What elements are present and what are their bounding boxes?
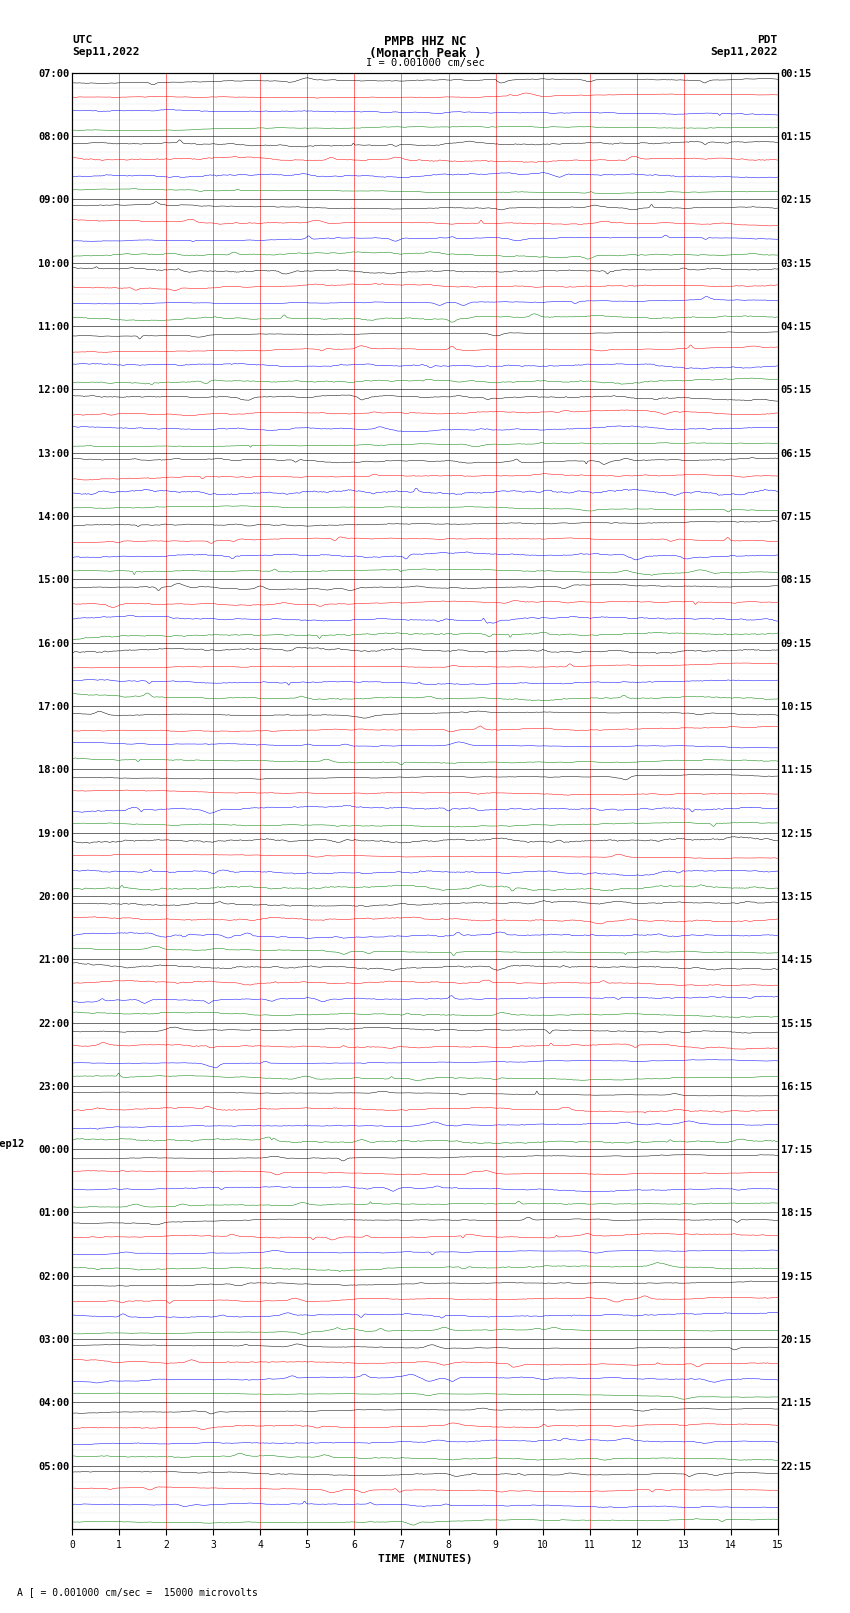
Text: Sep11,2022: Sep11,2022 [711, 47, 778, 56]
Text: I = 0.001000 cm/sec: I = 0.001000 cm/sec [366, 58, 484, 68]
Text: Sep11,2022: Sep11,2022 [72, 47, 139, 56]
Text: A [ = 0.001000 cm/sec =  15000 microvolts: A [ = 0.001000 cm/sec = 15000 microvolts [17, 1587, 258, 1597]
Text: PDT: PDT [757, 35, 778, 45]
Text: PMPB HHZ NC: PMPB HHZ NC [383, 35, 467, 48]
X-axis label: TIME (MINUTES): TIME (MINUTES) [377, 1553, 473, 1563]
Text: (Monarch Peak ): (Monarch Peak ) [369, 47, 481, 60]
Text: Sep12: Sep12 [0, 1139, 25, 1148]
Text: UTC: UTC [72, 35, 93, 45]
